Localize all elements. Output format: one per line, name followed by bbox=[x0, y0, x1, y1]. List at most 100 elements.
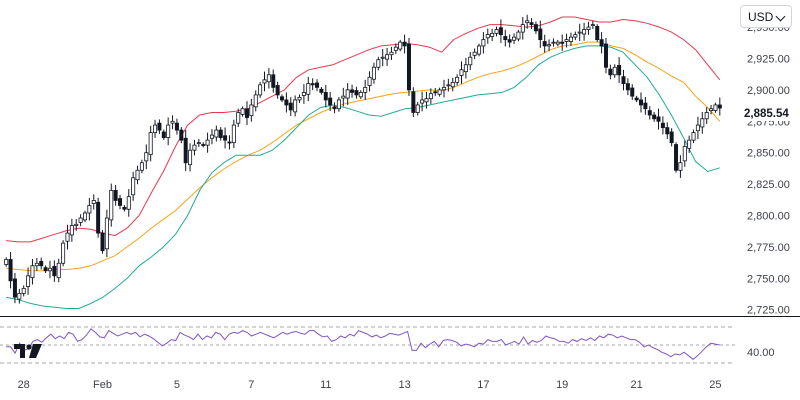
candle bbox=[463, 57, 468, 79]
candle-body-down bbox=[595, 26, 600, 41]
candle-body-down bbox=[332, 106, 337, 110]
candle-body-up bbox=[258, 84, 263, 96]
candle-body-up bbox=[153, 124, 158, 133]
candle bbox=[385, 47, 390, 66]
candle-body-down bbox=[183, 137, 188, 164]
candle-body-down bbox=[669, 131, 674, 144]
candle bbox=[472, 48, 477, 60]
candle-body-up bbox=[358, 91, 363, 98]
candle bbox=[201, 142, 206, 148]
candle-body-down bbox=[647, 110, 652, 116]
candle bbox=[301, 84, 306, 104]
candle-body-up bbox=[82, 212, 87, 221]
candle-body-down bbox=[280, 96, 285, 101]
candle-body-up bbox=[144, 152, 149, 162]
candle bbox=[647, 106, 652, 120]
candle bbox=[126, 189, 131, 217]
candle-body-down bbox=[665, 127, 670, 135]
candle-body-up bbox=[341, 95, 346, 99]
candle bbox=[323, 84, 328, 108]
candle bbox=[533, 21, 538, 34]
candle bbox=[490, 28, 495, 42]
candle bbox=[665, 122, 670, 140]
candle bbox=[91, 194, 96, 210]
candle bbox=[625, 78, 630, 96]
currency-selector[interactable]: USD bbox=[740, 5, 792, 28]
candle bbox=[652, 111, 657, 122]
candle bbox=[157, 119, 162, 134]
candle bbox=[380, 48, 385, 67]
candle-body-down bbox=[12, 278, 17, 298]
candle-body-up bbox=[450, 81, 455, 88]
candle-body-up bbox=[704, 112, 709, 120]
candle bbox=[26, 267, 31, 295]
rsi-pane bbox=[6, 328, 720, 361]
candle-body-down bbox=[433, 91, 438, 94]
candle bbox=[577, 23, 582, 42]
candle bbox=[420, 91, 425, 112]
candle-body-up bbox=[512, 36, 517, 41]
x-tick-label: 19 bbox=[556, 379, 568, 391]
candle bbox=[4, 257, 9, 267]
y-tick-label: 2,850.00 bbox=[747, 148, 790, 160]
axes: 2,725.00 2,750.00 2,775.00 2,800.00 2,825.00… bbox=[18, 22, 790, 391]
candle bbox=[564, 33, 569, 48]
candle-body-down bbox=[599, 39, 604, 47]
candle-body-up bbox=[564, 39, 569, 42]
candle-body-up bbox=[47, 267, 52, 272]
candle bbox=[12, 272, 17, 304]
candle-body-up bbox=[573, 34, 578, 38]
candle bbox=[555, 39, 560, 47]
candle-body-down bbox=[227, 141, 232, 144]
candle-body-up bbox=[345, 89, 350, 99]
candle-body-up bbox=[17, 292, 22, 300]
candle bbox=[205, 132, 210, 153]
candle bbox=[332, 102, 337, 114]
candle bbox=[21, 285, 26, 297]
candle bbox=[516, 29, 521, 42]
candle bbox=[249, 98, 254, 122]
candle bbox=[328, 92, 333, 111]
candle bbox=[612, 64, 617, 78]
candle-body-down bbox=[271, 74, 276, 88]
candle-body-up bbox=[709, 108, 714, 112]
candle bbox=[547, 39, 552, 52]
candle-body-down bbox=[275, 85, 280, 96]
candle-body-up bbox=[700, 118, 705, 128]
candle bbox=[656, 108, 661, 130]
candle bbox=[258, 81, 263, 98]
candle bbox=[595, 24, 600, 42]
candle bbox=[65, 224, 70, 250]
candle-body-up bbox=[135, 169, 140, 181]
y-tick-label: 2,825.00 bbox=[747, 179, 790, 191]
candle bbox=[39, 257, 44, 270]
candle bbox=[507, 34, 512, 48]
candle bbox=[131, 171, 136, 201]
y-tick-label: 2,950.00 bbox=[747, 22, 790, 34]
candle-body-up bbox=[687, 139, 692, 149]
candle-body-up bbox=[520, 24, 525, 33]
candle-body-up bbox=[74, 223, 79, 226]
candle-body-down bbox=[223, 135, 228, 141]
candle-body-down bbox=[157, 122, 162, 131]
candle bbox=[630, 84, 635, 100]
candle bbox=[306, 76, 311, 102]
candle bbox=[551, 38, 556, 47]
candle-body-up bbox=[126, 196, 131, 210]
candle bbox=[78, 214, 83, 227]
candle bbox=[227, 135, 232, 150]
candle-body-up bbox=[253, 94, 258, 108]
candle bbox=[621, 69, 626, 91]
y-tick-label: 2,750.00 bbox=[747, 273, 790, 285]
candle-body-down bbox=[52, 265, 57, 277]
candle bbox=[236, 108, 241, 127]
candle bbox=[43, 265, 48, 274]
candle-body-up bbox=[56, 262, 61, 279]
candle bbox=[669, 128, 674, 147]
chevron-down-icon bbox=[775, 11, 786, 22]
tradingview-logo-icon bbox=[14, 344, 42, 358]
candle-body-down bbox=[118, 198, 123, 206]
candle bbox=[74, 219, 79, 231]
candle-body-up bbox=[231, 124, 236, 144]
